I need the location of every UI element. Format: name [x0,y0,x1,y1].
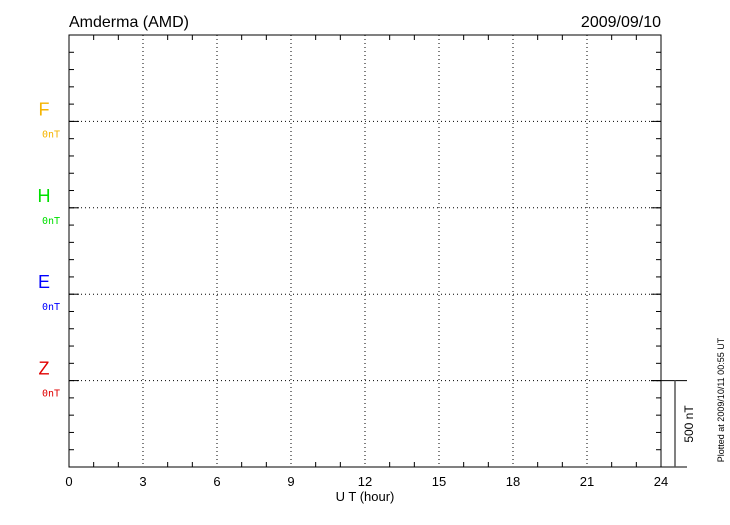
series-label-H: H [38,186,51,206]
offset-label-H: 0nT [42,216,60,227]
plot-frame [68,34,662,468]
x-tick-label: 18 [506,474,520,489]
x-axis-label: U T (hour) [336,489,395,504]
x-tick-label: 6 [213,474,220,489]
x-tick-label: 9 [287,474,294,489]
chart-title: Amderma (AMD) [69,14,189,31]
series-label-F: F [39,99,50,119]
x-tick-label: 24 [654,474,668,489]
plotted-note: Plotted at 2009/10/11 00:55 UT [716,337,726,462]
offset-label-Z: 0nT [42,389,60,400]
offset-label-F: 0nT [42,129,60,140]
x-tick-label: 15 [432,474,446,489]
series-label-E: E [38,272,50,292]
x-tick-label: 0 [65,474,72,489]
x-tick-label: 12 [358,474,372,489]
x-tick-label: 21 [580,474,594,489]
scale-bar-label: 500 nT [682,405,696,443]
x-tick-label: 3 [139,474,146,489]
chart-date: 2009/09/10 [581,14,661,31]
series-label-Z: Z [39,359,50,379]
offset-label-E: 0nT [42,302,60,313]
